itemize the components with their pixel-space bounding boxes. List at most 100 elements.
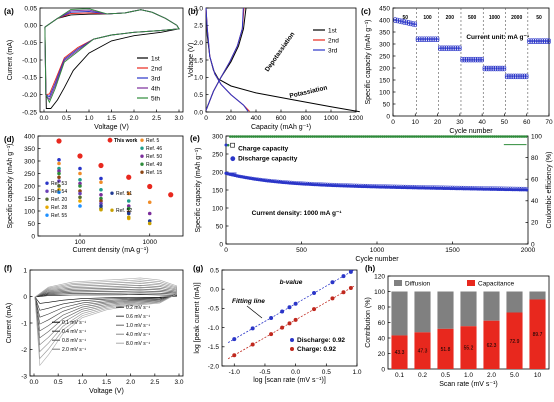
panel-b-curve bbox=[205, 7, 360, 113]
panel-g-point bbox=[280, 309, 285, 314]
panel-f-legend-label: 2.0 mV s⁻¹ bbox=[62, 347, 86, 353]
panel-c-ytick-label: 150 bbox=[379, 77, 390, 84]
panel-c-point-charge bbox=[409, 20, 413, 25]
panel-h-bar-value: 62.3 bbox=[487, 343, 497, 349]
panel-h-xtick-label: 0.5 bbox=[441, 372, 450, 379]
panel-a-xtick-label: 0.0 bbox=[39, 115, 48, 122]
panel-c-point-discharge bbox=[469, 58, 473, 63]
panel-c-point-charge bbox=[402, 19, 406, 23]
panel-e-point-ce bbox=[501, 135, 505, 138]
panel-e-point-ce bbox=[414, 135, 418, 138]
panel-e-point-ce bbox=[421, 135, 424, 138]
panel-d-legend-label: Ref. 49 bbox=[146, 162, 162, 168]
panel-e-point-ce bbox=[313, 135, 317, 138]
panel-a-frame bbox=[39, 7, 184, 113]
panel-e-point-ce bbox=[258, 135, 262, 138]
panel-f-legend-label: 0.6 mV s⁻¹ bbox=[126, 314, 150, 320]
panel-label-a: (a) bbox=[4, 7, 14, 16]
panel-e-point-ce bbox=[381, 135, 384, 138]
panel-f-xtick-label: 2.5 bbox=[150, 379, 159, 386]
panel-c-point-charge bbox=[404, 19, 409, 24]
panel-e-point-ce bbox=[488, 135, 492, 138]
panel-d-point-ref bbox=[99, 192, 103, 197]
panel-c-point-discharge bbox=[504, 75, 509, 80]
panel-g-point bbox=[330, 280, 335, 285]
panel-e-point-ce bbox=[482, 135, 486, 138]
panel-e-point-ce bbox=[522, 135, 526, 138]
panel-d-point-ref bbox=[147, 211, 152, 216]
panel-e-point-ce bbox=[453, 135, 456, 138]
panel-e-point-ce bbox=[364, 135, 367, 138]
panel-g-point bbox=[330, 296, 335, 301]
panel-f-legend-label: 0.1 mV s⁻¹ bbox=[62, 320, 86, 326]
panel-h-bar-capacitance bbox=[483, 320, 500, 369]
panel-d-legend-label: This work bbox=[114, 138, 138, 144]
panel-e-point-ce bbox=[338, 135, 342, 138]
panel-c-ytick-label: 50 bbox=[383, 101, 391, 108]
panel-c-point-discharge bbox=[440, 47, 444, 52]
panel-e-point-ce bbox=[247, 135, 251, 138]
panel-c-ytick-label: 100 bbox=[379, 89, 390, 96]
panel-c-point-discharge bbox=[529, 40, 533, 44]
panel-e-ytick-label: 0 bbox=[219, 241, 223, 248]
panel-c-point-charge bbox=[527, 38, 531, 42]
panel-e-point-ce bbox=[226, 143, 230, 147]
panel-d-point-ref bbox=[78, 199, 82, 203]
panel-c-point-discharge bbox=[502, 67, 507, 72]
panel-c-xtick-label: 10 bbox=[412, 119, 420, 126]
panel-e-point-ce bbox=[425, 135, 429, 138]
panel-e-point-ce bbox=[374, 135, 378, 138]
panel-e-point-ce bbox=[233, 135, 236, 138]
panel-c-point-discharge bbox=[413, 23, 418, 28]
panel-g-point bbox=[287, 305, 292, 310]
panel-e-point-ce bbox=[398, 135, 401, 138]
panel-b-xtick-label: 200 bbox=[226, 115, 237, 122]
panel-g-ytick-label: 0.0 bbox=[210, 287, 219, 294]
panel-e-legend-marker bbox=[230, 156, 236, 162]
panel-d-point-ref bbox=[126, 206, 131, 211]
panel-e-point-ce bbox=[440, 135, 443, 138]
panel-label-f: (f) bbox=[4, 264, 12, 273]
panel-c-point-discharge bbox=[538, 40, 542, 44]
panel-d-legend-label: Ref. 51 bbox=[116, 191, 132, 197]
panel-h-bar-diffusion bbox=[483, 291, 500, 321]
panel-c-ytick-label: 0 bbox=[386, 113, 390, 120]
panel-d-point-ref bbox=[57, 161, 61, 166]
panel-e-point-ce bbox=[442, 135, 446, 138]
panel-e-point-ce bbox=[340, 135, 344, 138]
panel-e-point-ce bbox=[510, 135, 513, 138]
panel-label-e: (e) bbox=[190, 134, 200, 143]
panel-e-point-ce bbox=[419, 135, 422, 138]
panel-e-point-ce bbox=[275, 135, 279, 138]
panel-c-point-discharge bbox=[484, 67, 489, 72]
panel-f-ytick-label: 1 bbox=[23, 267, 27, 274]
panel-e-point-ce bbox=[457, 135, 460, 138]
panel-b-xlabel: Capacity (mAh g⁻¹) bbox=[251, 124, 311, 131]
panel-e-point-ce bbox=[395, 135, 399, 138]
panel-h-bar-capacitance bbox=[460, 326, 477, 369]
panel-h-bar-diffusion bbox=[460, 291, 477, 327]
panel-e-point-ce bbox=[357, 135, 361, 138]
panel-h-bar-diffusion bbox=[414, 291, 431, 333]
panel-d-point-ref bbox=[99, 199, 103, 203]
panel-d-legend-marker bbox=[107, 137, 113, 143]
panel-a-ytick-label: 0.05 bbox=[24, 5, 37, 12]
panel-b-xtick-label: 1200 bbox=[349, 115, 364, 122]
panel-c-point-charge bbox=[460, 56, 464, 61]
panel-c-point-charge bbox=[455, 45, 460, 50]
panel-c-point-charge bbox=[473, 56, 478, 61]
panel-c-point-charge bbox=[422, 36, 427, 41]
panel-g-ytick-label: -0.5 bbox=[208, 306, 220, 313]
panel-c-rate-label: 50 bbox=[402, 15, 408, 21]
panel-e-point-ce bbox=[423, 135, 427, 138]
panel-c-point-discharge bbox=[520, 75, 525, 80]
panel-c-xtick-label: 30 bbox=[456, 119, 464, 126]
panel-c-point-discharge bbox=[544, 40, 549, 44]
panel-d-legend-marker bbox=[45, 197, 49, 201]
panel-c-ytick-label: 450 bbox=[379, 5, 390, 12]
panel-c-point-discharge bbox=[431, 38, 435, 42]
panel-c-point-discharge bbox=[509, 75, 513, 80]
panel-d-legend-label: Ref. 55 bbox=[51, 213, 67, 219]
panel-e-point-ce bbox=[235, 135, 238, 138]
panel-f-xtick-label: 3.0 bbox=[174, 379, 183, 386]
